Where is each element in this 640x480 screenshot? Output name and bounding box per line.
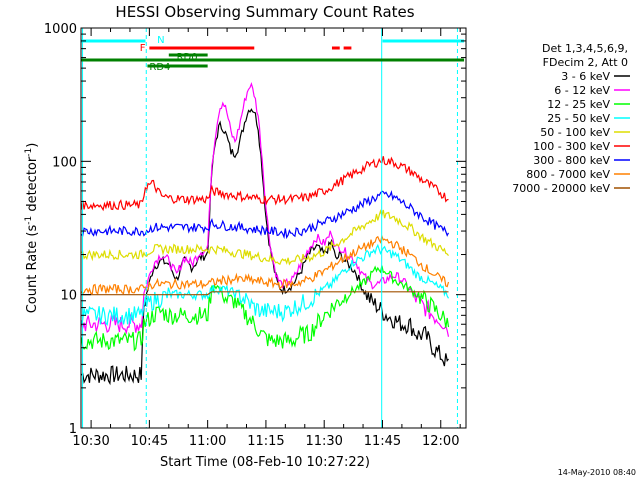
series-lines (80, 82, 450, 386)
flag-label-f: F (140, 43, 146, 54)
flag-label-rd0: RD0 (177, 52, 198, 63)
footer-date: 14-May-2010 08:40 (558, 468, 636, 477)
y-axis-label-sup2: -1 (24, 148, 34, 157)
y-axis-ticks: 1 10 100 1000 (44, 22, 466, 437)
legend-label-2: 12 - 25 keV (547, 98, 610, 111)
legend-label-3: 25 - 50 keV (547, 112, 610, 125)
x-tick-label-4: 11:30 (305, 434, 342, 449)
y-axis-label-suffix: ) (25, 143, 40, 148)
legend-header-line-1: Det 1,3,4,5,6,9, (542, 42, 628, 55)
series-line-4 (81, 209, 449, 266)
x-tick-label-0: 10:30 (72, 434, 109, 449)
y-tick-label-3: 1000 (44, 22, 77, 37)
legend-label-4: 50 - 100 keV (540, 126, 610, 139)
plot-frame (80, 27, 467, 429)
chart-title: HESSI Observing Summary Count Rates (115, 3, 414, 21)
y-axis-label: Count Rate (s-1 detector-1) (24, 143, 40, 314)
y-tick-label-1: 10 (60, 289, 77, 304)
x-axis-label: Start Time (08-Feb-10 10:27:22) (160, 455, 370, 470)
flag-label-n: N (157, 35, 164, 46)
y-tick-label-2: 100 (52, 155, 77, 170)
y-axis-label-mid: detector (25, 156, 40, 216)
legend-header-line-2: FDecim 2, Att 0 (543, 56, 628, 69)
x-tick-label-5: 11:45 (364, 434, 401, 449)
y-axis-label-prefix: Count Rate (s (25, 225, 40, 314)
attenuator-lines (82, 28, 458, 428)
legend: Det 1,3,4,5,6,9, FDecim 2, Att 0 3 - 6 k… (512, 42, 630, 195)
series-line-6 (81, 189, 450, 240)
series-line-5 (80, 156, 449, 212)
legend-label-5: 100 - 300 keV (533, 140, 610, 153)
y-tick-label-0: 1 (69, 422, 77, 437)
x-tick-label-3: 11:15 (247, 434, 284, 449)
x-axis-ticks: 10:30 10:45 11:00 11:15 11:30 11:45 12:00 (72, 28, 461, 449)
x-tick-label-6: 12:00 (422, 434, 459, 449)
x-tick-label-1: 10:45 (131, 434, 168, 449)
series-line-2 (80, 265, 450, 352)
legend-label-8: 7000 - 20000 keV (512, 182, 610, 195)
legend-label-7: 800 - 7000 keV (526, 168, 610, 181)
legend-label-1: 6 - 12 keV (554, 84, 610, 97)
series-line-7 (80, 234, 450, 295)
series-line-8 (81, 291, 449, 296)
legend-label-0: 3 - 6 keV (561, 70, 610, 83)
flag-bars: NF RD0 RD4 (81, 35, 465, 73)
legend-label-6: 300 - 800 keV (533, 154, 610, 167)
y-axis-label-sup1: -1 (24, 216, 34, 225)
flag-label-rd4: RD4 (149, 62, 170, 73)
series-line-3 (80, 243, 450, 326)
x-tick-label-2: 11:00 (189, 434, 226, 449)
